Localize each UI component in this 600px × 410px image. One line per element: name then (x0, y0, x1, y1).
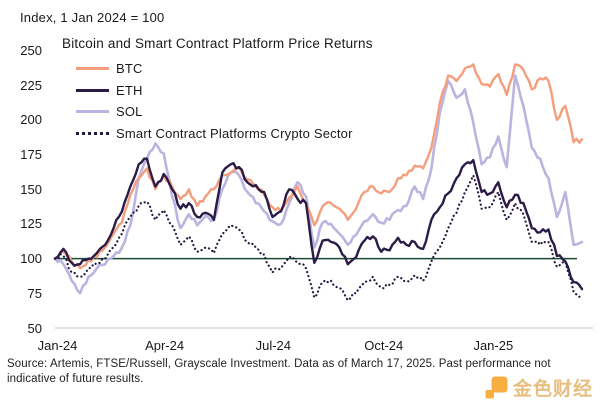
watermark-text: 金色财经 (513, 379, 594, 400)
y-tick-label: 225 (20, 77, 42, 93)
source-line-1: Source: Artemis, FTSE/Russell, Grayscale… (7, 358, 551, 370)
sector-line-swatch (76, 131, 109, 135)
jinse-logo-icon (485, 376, 508, 399)
y-tick-label: 75 (27, 285, 42, 301)
x-tick-label: Apr-24 (145, 338, 185, 353)
legend-item-sol: SOL (76, 101, 353, 123)
legend-item-sector: Smart Contract Platforms Crypto Sector (76, 123, 353, 145)
chart-title: Bitcoin and Smart Contract Platform Pric… (62, 36, 373, 51)
legend: BTC ETH SOL Smart Contract Platforms Cry… (76, 58, 353, 144)
x-tick-label: Jan-24 (37, 338, 78, 353)
source-note: Source: Artemis, FTSE/Russell, Grayscale… (7, 357, 551, 387)
source-line-2: indicative of future results. (7, 373, 144, 385)
x-tick-label: Oct-24 (364, 338, 404, 353)
y-tick-label: 125 (20, 216, 42, 232)
y-tick-label: 175 (20, 147, 42, 163)
legend-label-sol: SOL (116, 104, 143, 120)
sol-line-swatch (76, 110, 109, 114)
legend-item-btc: BTC (76, 58, 353, 80)
y-tick-label: 200 (20, 112, 42, 128)
legend-label-eth: ETH (116, 82, 143, 98)
x-tick-label: Jul-24 (255, 338, 292, 353)
series-line-eth (53, 157, 584, 291)
y-tick-label: 100 (20, 251, 42, 267)
watermark: 金色财经 (485, 374, 593, 401)
index-note: Index, 1 Jan 2024 = 100 (20, 10, 165, 25)
y-tick-label: 250 (20, 43, 42, 58)
series-line-sector (53, 174, 584, 302)
x-tick-label: Jan-25 (473, 338, 514, 353)
y-tick-label: 150 (20, 181, 42, 197)
eth-line-swatch (76, 88, 109, 92)
y-tick-label: 50 (27, 320, 42, 336)
legend-label-sector: Smart Contract Platforms Crypto Sector (116, 125, 353, 141)
btc-line-swatch (76, 67, 109, 71)
legend-label-btc: BTC (116, 61, 143, 77)
legend-item-eth: ETH (76, 80, 353, 102)
